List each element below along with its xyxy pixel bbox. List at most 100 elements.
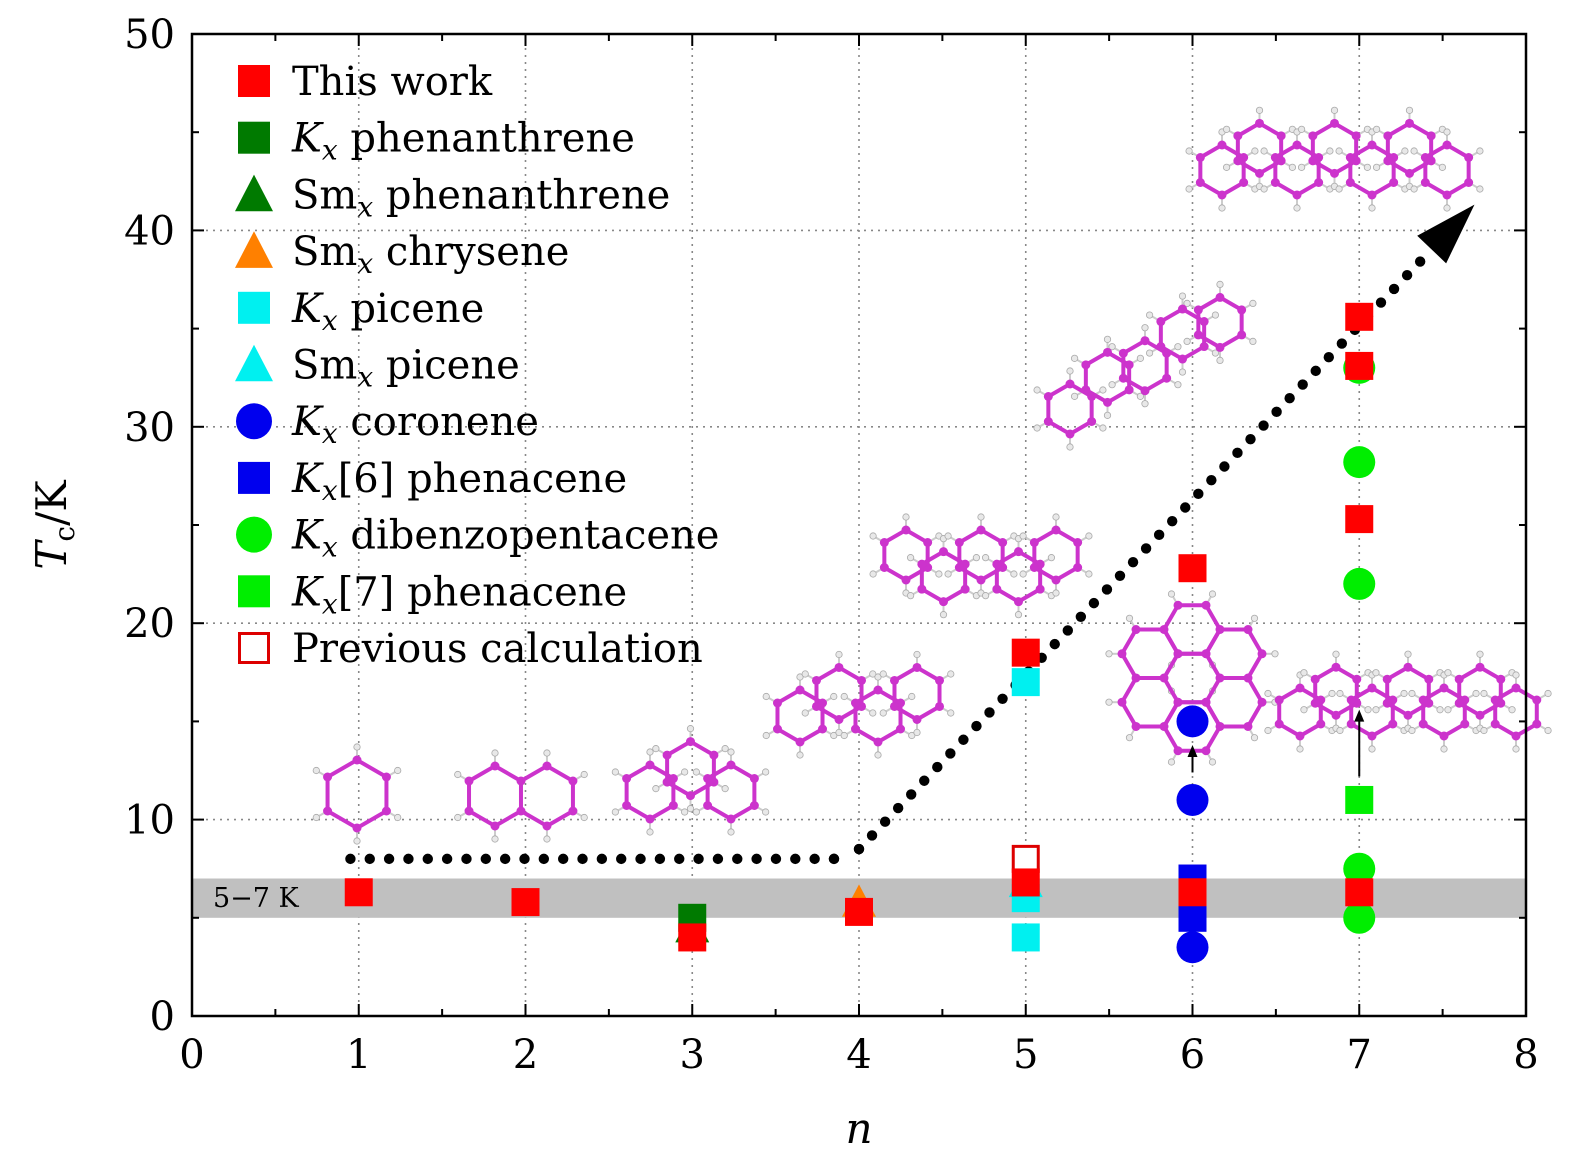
trend-dot: [997, 693, 1008, 704]
trend-dot: [732, 853, 743, 865]
data-point: [1011, 844, 1040, 873]
molecule-structures: [312, 106, 1552, 845]
y-axis-label: Tc/K: [27, 479, 81, 570]
h-atom: [1544, 689, 1552, 698]
h-atom: [913, 728, 921, 737]
c-atom: [1490, 719, 1500, 729]
h-atom: [762, 731, 770, 740]
trend-dot: [828, 853, 840, 865]
h-atom: [1125, 734, 1134, 742]
legend-label-base: K: [291, 513, 324, 559]
trend-dot: [1414, 256, 1426, 267]
trend-dot: [1258, 420, 1269, 431]
h-atom: [611, 768, 619, 776]
h-atom: [1103, 411, 1112, 419]
h-atom: [796, 751, 804, 759]
cc-bond: [519, 764, 548, 783]
cc-bond: [355, 758, 388, 779]
h-atom: [1167, 590, 1176, 598]
naphthalene-structure: [454, 749, 588, 843]
h-atom: [1010, 570, 1018, 578]
c-atom: [568, 806, 578, 816]
h-atom: [1141, 324, 1149, 332]
c-atom: [1173, 746, 1183, 756]
c-atom: [1367, 731, 1377, 741]
c-atom: [889, 675, 899, 685]
c-atom: [645, 814, 655, 824]
c-atom: [1156, 342, 1166, 352]
h-atom: [1136, 392, 1145, 400]
h-atom: [686, 725, 695, 733]
data-point: [1176, 783, 1209, 816]
h-atom: [1400, 689, 1408, 698]
c-atom: [1346, 695, 1356, 705]
h-atom: [944, 570, 952, 578]
x-tick-label: 5: [1013, 1032, 1038, 1078]
c-atom: [1043, 392, 1053, 401]
h-atom: [1178, 368, 1187, 376]
c-atom: [1035, 584, 1045, 594]
legend-label-sub: x: [357, 190, 373, 223]
c-atom: [896, 724, 906, 734]
legend-item: Smx phenanthrene: [235, 172, 670, 223]
c-atom: [976, 575, 986, 585]
trend-dot: [1245, 433, 1256, 445]
trend-dot: [1206, 474, 1217, 486]
c-atom: [1496, 674, 1506, 684]
cc-bond: [1162, 628, 1180, 655]
cc-bond: [1162, 652, 1180, 679]
h-atom: [1443, 128, 1451, 136]
h-atom: [1085, 532, 1093, 540]
c-atom: [912, 714, 922, 724]
c-atom: [1193, 305, 1203, 315]
c-atom: [960, 584, 970, 594]
h-atom: [727, 748, 735, 756]
trend-dot: [879, 816, 891, 827]
h-atom: [1249, 299, 1257, 307]
h-atom: [913, 650, 921, 659]
legend-label-rest: [6] phenacene: [338, 456, 628, 502]
c-atom: [381, 806, 391, 816]
h-atom: [1052, 589, 1060, 597]
dibenzopentacene-structure: [1185, 106, 1484, 212]
cc-bond: [1162, 701, 1180, 728]
c-atom: [1426, 131, 1436, 141]
c-atom: [954, 563, 964, 572]
h-atom: [1145, 349, 1154, 357]
h-atom: [1476, 650, 1484, 658]
trend-dot: [693, 853, 704, 865]
c-atom: [1043, 417, 1053, 426]
trend-dot: [1375, 297, 1387, 308]
cc-bond: [1120, 701, 1138, 728]
c-atom: [1295, 731, 1305, 741]
legend-marker: [238, 461, 270, 494]
c-atom: [901, 525, 911, 535]
h-atom: [1251, 147, 1259, 155]
c-atom: [795, 685, 805, 695]
c-atom: [879, 538, 889, 547]
c-atom: [622, 801, 632, 810]
h-atom: [491, 749, 499, 757]
h-atom: [801, 670, 809, 678]
legend-label-base: Sm: [292, 229, 357, 275]
trend-dot: [809, 853, 820, 865]
h-atom: [1438, 163, 1447, 171]
legend-item: Kx[7] phenacene: [238, 569, 627, 620]
h-atom: [762, 808, 770, 816]
h-atom: [801, 709, 809, 717]
c-atom: [1257, 649, 1267, 659]
trend-dot: [499, 853, 511, 865]
c-atom: [1140, 386, 1150, 396]
cc-bond: [1162, 725, 1180, 752]
cc-bond: [1162, 604, 1180, 631]
benzene-structure: [312, 743, 402, 845]
c-atom: [1199, 317, 1209, 327]
legend-label-rest: picene: [373, 343, 520, 389]
legend-label-rest: [7] phenacene: [338, 569, 628, 615]
c-atom: [850, 724, 860, 734]
c-atom: [1201, 600, 1211, 610]
trend-dot: [919, 775, 930, 786]
band-label: 5−7 K: [213, 883, 300, 914]
c-atom: [857, 675, 867, 685]
h-atom: [762, 768, 770, 776]
